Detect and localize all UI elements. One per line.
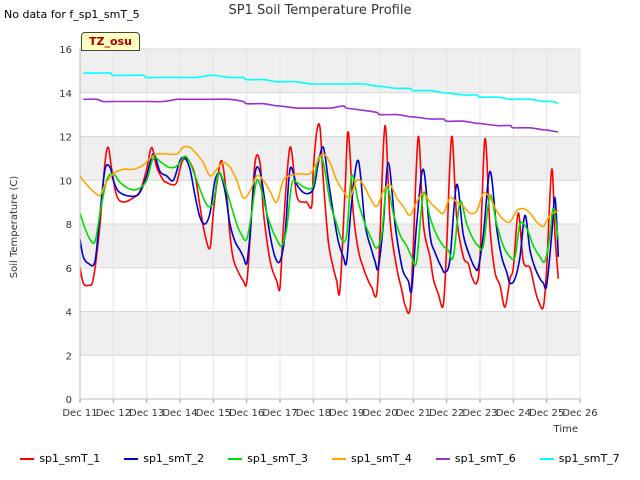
legend-label: sp1_smT_7 <box>558 452 620 465</box>
x-tick-label: Dec 11 <box>62 408 97 419</box>
y-tick-label: 16 <box>59 45 72 56</box>
legend-label: sp1_smT_2 <box>143 452 205 465</box>
legend: sp1_smT_1 sp1_smT_2 sp1_smT_3 sp1_smT_4 sp1_… <box>0 452 640 465</box>
grid-band <box>80 311 580 356</box>
y-tick-label: 4 <box>66 308 72 319</box>
x-tick-label: Dec 19 <box>329 408 364 419</box>
timezone-badge: TZ_osu <box>81 32 140 51</box>
series-layer <box>79 72 560 315</box>
x-tick-label: Dec 15 <box>196 408 231 419</box>
x-tick-label: Dec 12 <box>96 408 131 419</box>
x-axis-label: Time <box>553 424 578 435</box>
legend-swatch <box>124 457 139 460</box>
legend-swatch <box>228 457 243 460</box>
gridlines <box>79 48 581 400</box>
x-tick-label: Dec 13 <box>129 408 164 419</box>
x-tick-label: Dec 16 <box>229 408 264 419</box>
y-tick-label: 0 <box>66 395 72 406</box>
legend-swatch <box>332 457 346 460</box>
x-tick-label: Dec 21 <box>396 408 431 419</box>
series-line-sp1_smT_3 <box>79 155 560 267</box>
legend-label: sp1_smT_6 <box>454 452 516 465</box>
x-tick-label: Dec 18 <box>296 408 331 419</box>
series-line-sp1_smT_6 <box>83 98 559 133</box>
x-tick-label: Dec 26 <box>562 408 597 419</box>
y-tick-label: 2 <box>66 351 72 362</box>
legend-swatch <box>539 457 554 460</box>
series-line-sp1_smT_4 <box>79 145 559 228</box>
y-tick-label: 14 <box>59 89 72 100</box>
x-tick-label: Dec 25 <box>529 408 564 419</box>
legend-item-sp1_smT_6: sp1_smT_6 <box>435 452 516 465</box>
y-tick-label: 10 <box>59 176 72 187</box>
legend-item-sp1_smT_4: sp1_smT_4 <box>332 452 412 465</box>
legend-swatch <box>435 457 450 460</box>
legend-label: sp1_smT_1 <box>39 452 101 465</box>
y-axis-label: Soil Temperature (C) <box>9 176 20 279</box>
x-tick-label: Dec 17 <box>262 408 297 419</box>
legend-item-sp1_smT_1: sp1_smT_1 <box>20 452 100 465</box>
x-tick-label: Dec 23 <box>462 408 497 419</box>
legend-item-sp1_smT_2: sp1_smT_2 <box>124 452 204 465</box>
no-data-note: No data for f_sp1_smT_5 <box>4 8 140 21</box>
series-line-sp1_smT_7 <box>83 72 559 105</box>
x-tick-label: Dec 20 <box>362 408 397 419</box>
grid-band <box>80 136 580 181</box>
legend-label: sp1_smT_3 <box>247 452 308 465</box>
grid-band <box>80 224 580 268</box>
x-tick-label: Dec 24 <box>496 408 531 419</box>
grid-band <box>80 49 580 93</box>
x-tick-label: Dec 22 <box>429 408 464 419</box>
y-tick-label: 12 <box>59 133 72 144</box>
x-tick-label: Dec 14 <box>162 408 197 419</box>
legend-swatch <box>20 457 35 460</box>
legend-label: sp1_smT_4 <box>351 452 412 465</box>
legend-item-sp1_smT_3: sp1_smT_3 <box>228 452 308 465</box>
series-line-sp1_smT_2 <box>79 146 560 294</box>
chart-title: SP1 Soil Temperature Profile <box>228 3 412 18</box>
y-tick-label: 8 <box>66 220 72 231</box>
legend-item-sp1_smT_7: sp1_smT_7 <box>539 452 620 465</box>
y-tick-label: 6 <box>66 264 72 275</box>
